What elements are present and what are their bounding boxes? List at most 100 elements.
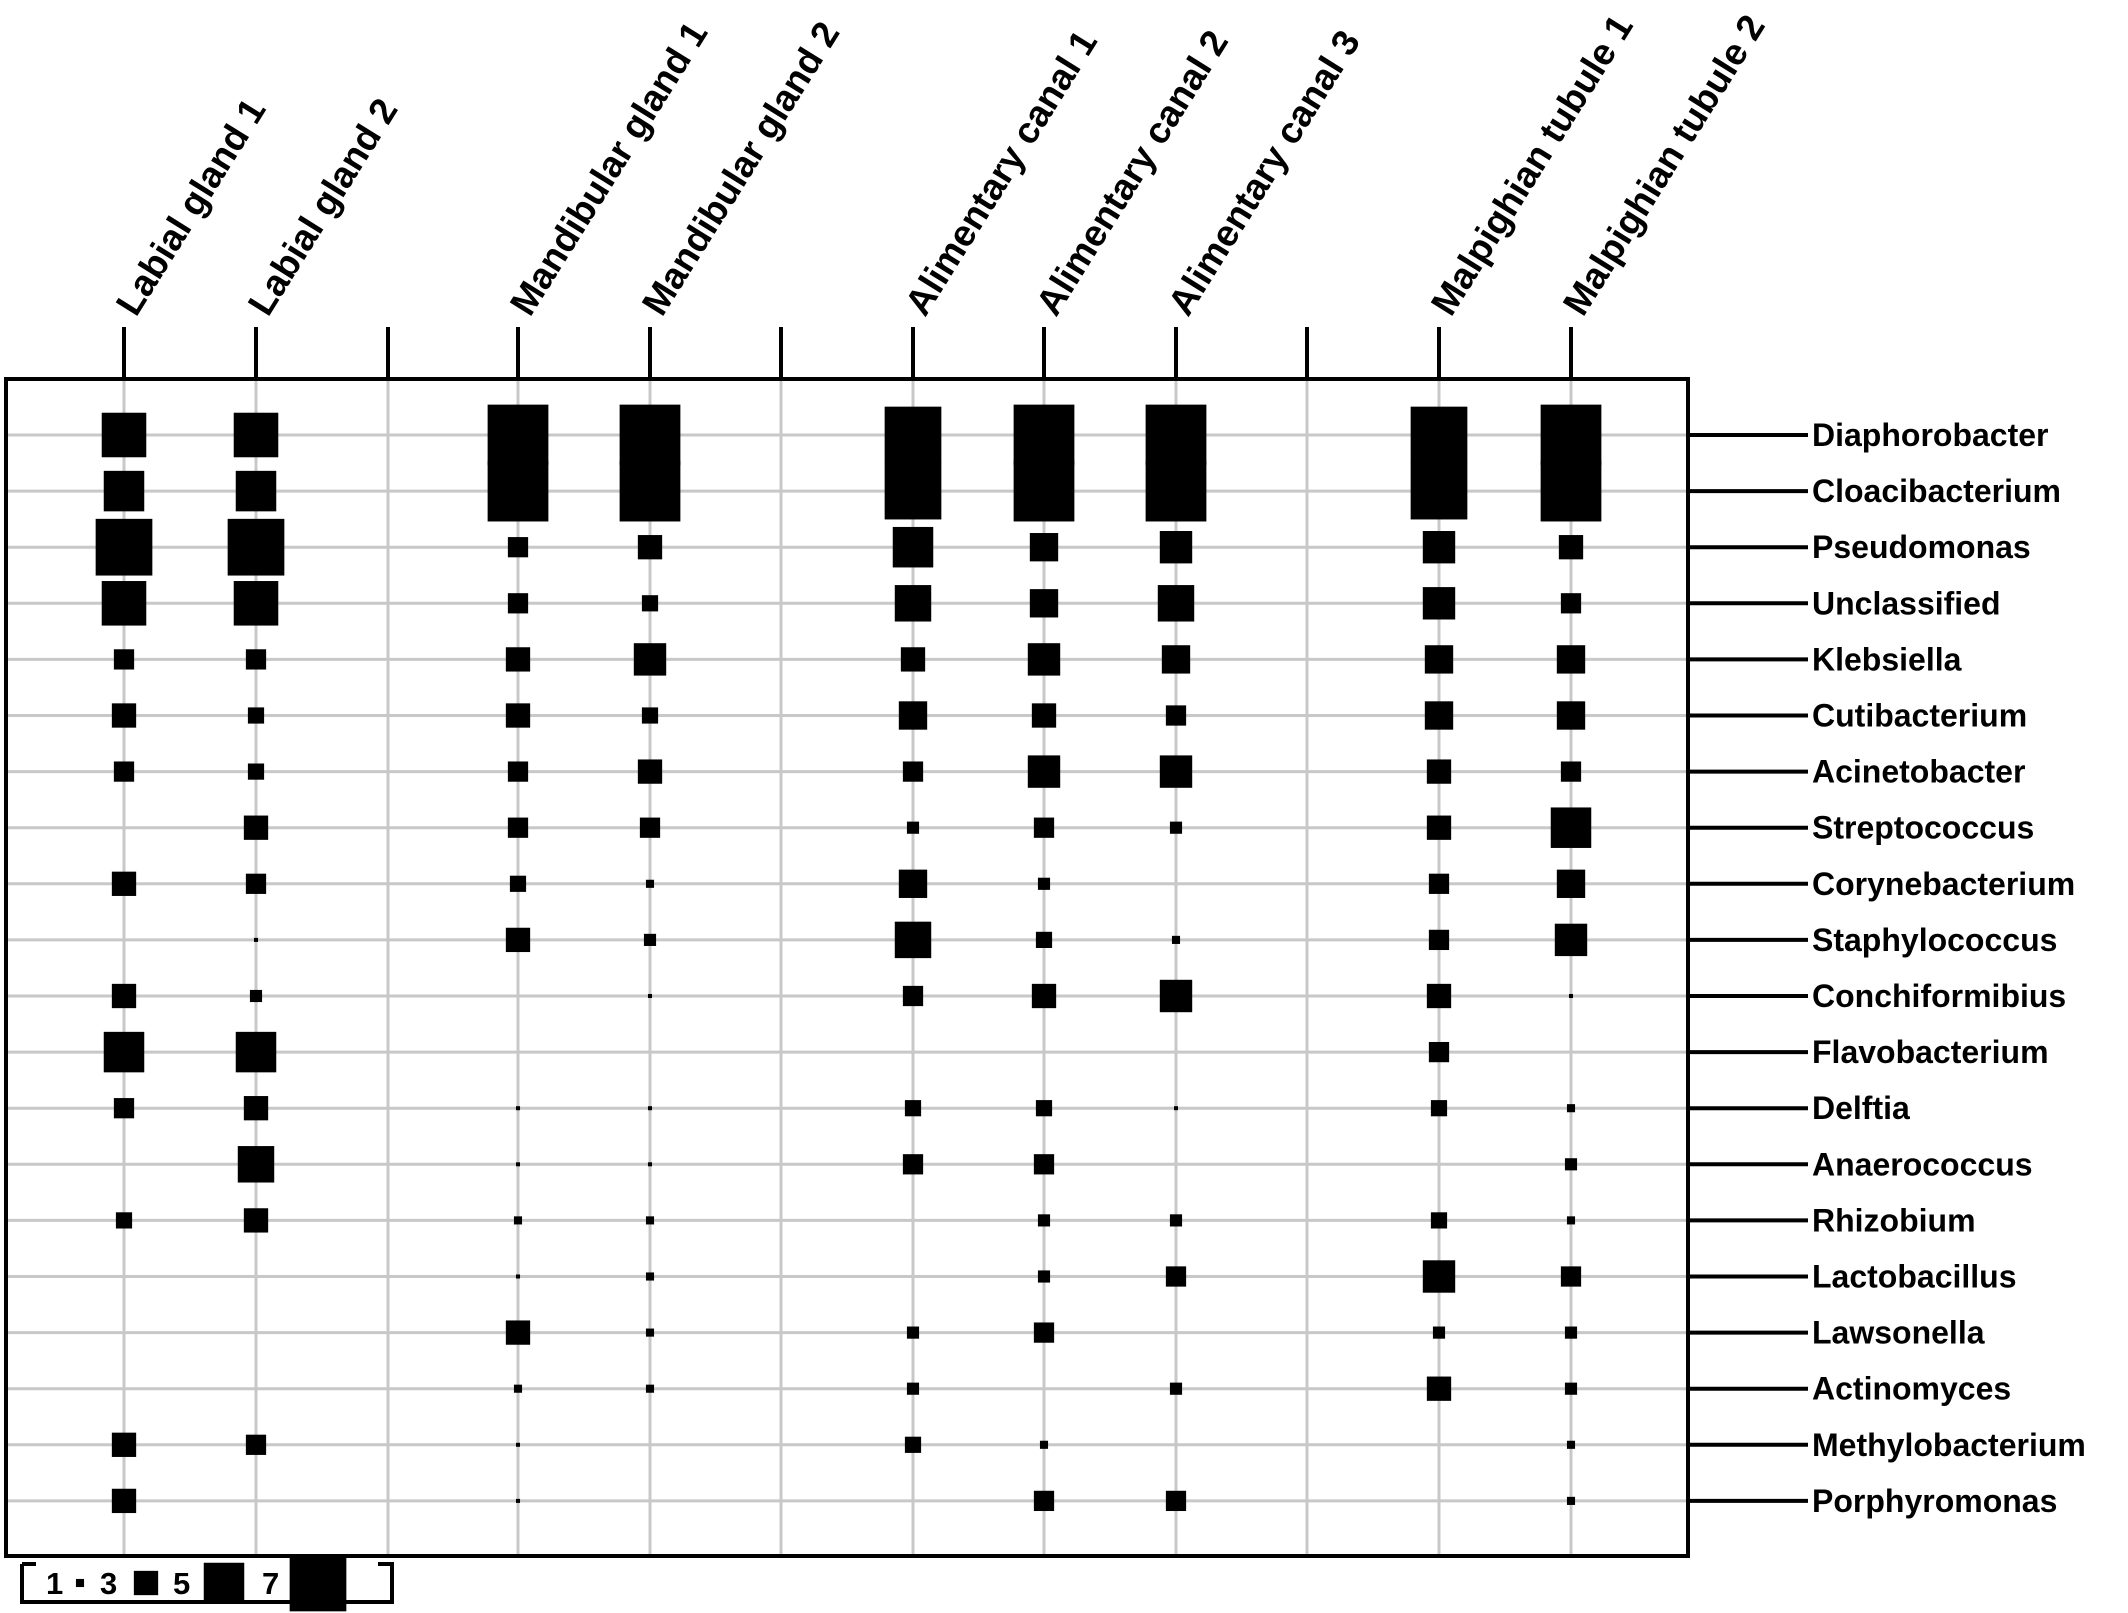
- data-square: [245, 1434, 267, 1455]
- data-square: [1169, 1214, 1183, 1227]
- row-labels: Diaphorobacter Cloacibacterium Pseudomonas…: [1812, 417, 2086, 1519]
- data-square: [1027, 755, 1061, 788]
- row-label: Flavobacterium: [1812, 1034, 2049, 1070]
- data-square: [645, 879, 655, 888]
- data-square: [1169, 821, 1183, 834]
- data-square: [1566, 1496, 1576, 1505]
- data-square: [1169, 1382, 1183, 1395]
- data-square: [507, 817, 529, 838]
- data-square: [513, 1384, 523, 1393]
- data-square: [111, 1432, 137, 1457]
- data-square: [1556, 869, 1586, 898]
- data-square: [507, 593, 529, 614]
- data-square: [111, 1488, 137, 1514]
- legend-square: [75, 1578, 85, 1588]
- data-square: [1165, 1490, 1187, 1512]
- legend-square: [133, 1570, 159, 1596]
- data-square: [1165, 705, 1187, 726]
- data-square: [1031, 703, 1057, 728]
- row-label: Methylobacterium: [1812, 1427, 2086, 1463]
- data-square: [906, 821, 920, 834]
- legend-value-label: 7: [262, 1566, 279, 1601]
- data-square: [894, 585, 932, 622]
- data-square: [1560, 761, 1582, 782]
- data-square: [1422, 1260, 1456, 1293]
- data-square: [487, 460, 549, 522]
- data-square: [1432, 1326, 1446, 1339]
- data-square: [101, 581, 147, 626]
- data-square: [111, 703, 137, 728]
- data-square: [641, 707, 659, 724]
- data-square: [1037, 1270, 1051, 1283]
- data-square: [505, 647, 531, 672]
- data-square: [233, 412, 279, 458]
- data-square: [1159, 755, 1193, 788]
- data-square: [1033, 1322, 1055, 1343]
- data-square: [643, 933, 657, 946]
- data-square: [645, 1216, 655, 1225]
- data-square: [505, 927, 531, 953]
- data-square: [1422, 587, 1456, 620]
- data-square: [237, 1146, 275, 1183]
- data-square: [1560, 1266, 1582, 1287]
- data-square: [1410, 462, 1468, 520]
- data-square: [904, 1100, 922, 1117]
- data-square: [906, 1382, 920, 1395]
- data-square: [647, 993, 653, 999]
- data-square: [509, 875, 527, 892]
- data-square: [95, 518, 153, 576]
- data-square: [507, 761, 529, 782]
- data-square: [115, 1212, 133, 1229]
- data-square: [245, 649, 267, 670]
- data-square: [103, 470, 145, 512]
- data-square: [103, 1031, 145, 1073]
- data-square: [1556, 645, 1586, 674]
- data-square: [1428, 873, 1450, 894]
- row-label: Cloacibacterium: [1812, 473, 2061, 509]
- row-label: Anaerococcus: [1812, 1146, 2033, 1182]
- data-square: [235, 470, 277, 512]
- data-square: [1013, 460, 1075, 522]
- data-square: [647, 1162, 653, 1167]
- data-square: [245, 873, 267, 894]
- data-square: [645, 1272, 655, 1281]
- data-square: [1159, 979, 1193, 1013]
- data-square: [1554, 923, 1588, 957]
- data-square: [639, 817, 661, 838]
- data-square: [1145, 460, 1207, 522]
- data-square: [1428, 1041, 1450, 1063]
- data-square: [1566, 1104, 1576, 1113]
- data-square: [1566, 1216, 1576, 1225]
- data-square: [637, 759, 663, 784]
- data-square: [113, 1098, 135, 1119]
- data-square: [884, 406, 942, 464]
- data-square: [1159, 531, 1193, 564]
- data-square: [904, 1436, 922, 1453]
- data-square: [1171, 935, 1181, 944]
- row-label: Staphylococcus: [1812, 922, 2057, 958]
- data-square: [619, 404, 681, 466]
- data-square: [906, 1326, 920, 1339]
- data-square: [113, 649, 135, 670]
- data-square: [1540, 404, 1602, 466]
- data-square: [1410, 406, 1468, 464]
- row-label: Porphyromonas: [1812, 1483, 2057, 1519]
- data-square: [1422, 531, 1456, 564]
- data-square: [633, 643, 667, 676]
- data-square: [902, 761, 924, 782]
- data-square: [1564, 1382, 1578, 1395]
- legend-value-label: 5: [173, 1566, 190, 1601]
- data-marks: [95, 404, 1602, 1514]
- data-square: [247, 707, 265, 724]
- row-label: Pseudomonas: [1812, 529, 2031, 565]
- plot-frame: [4, 327, 1808, 1558]
- data-square: [505, 703, 531, 728]
- row-label: Rhizobium: [1812, 1202, 1976, 1238]
- legend-value-label: 1: [46, 1566, 63, 1601]
- data-square: [1033, 1490, 1055, 1512]
- data-square: [1560, 593, 1582, 614]
- row-label: Diaphorobacter: [1812, 417, 2048, 453]
- data-square: [1035, 1100, 1053, 1117]
- data-square: [1161, 645, 1191, 674]
